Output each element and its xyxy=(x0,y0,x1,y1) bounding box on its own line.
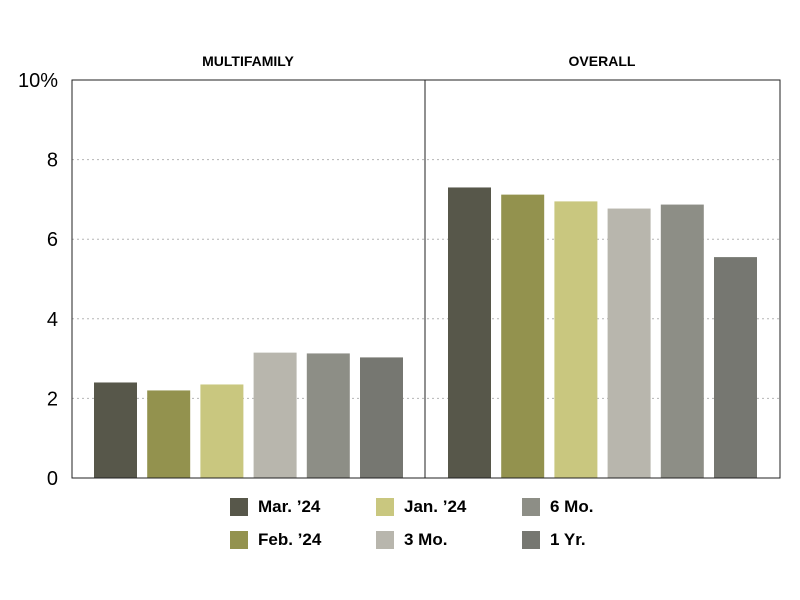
legend-label: Feb. ’24 xyxy=(258,530,322,549)
legend-swatch-jan-24 xyxy=(376,498,394,516)
panel-title-overall: OVERALL xyxy=(569,53,636,69)
bar-multifamily-6-mo xyxy=(306,353,350,478)
legend: Mar. ’24 Feb. ’24 Jan. ’24 3 Mo. 6 Mo. 1… xyxy=(230,496,650,566)
bar-multifamily-feb-24 xyxy=(147,390,191,478)
y-tick-label: 0 xyxy=(47,468,58,490)
bar-multifamily-jan-24 xyxy=(200,384,244,478)
y-tick-label: 6 xyxy=(47,229,58,251)
bar-multifamily-3-mo xyxy=(253,352,297,478)
legend-swatch-3-mo xyxy=(376,531,394,549)
chart-frame xyxy=(71,79,781,479)
legend-item-mar-24: Mar. ’24 xyxy=(230,496,320,518)
plot-border xyxy=(71,79,781,479)
y-tick-label: 4 xyxy=(47,309,58,331)
legend-swatch-6-mo xyxy=(522,498,540,516)
legend-swatch-feb-24 xyxy=(230,531,248,549)
bar-overall-jan-24 xyxy=(554,201,598,478)
bar-overall-1-yr xyxy=(714,257,757,478)
legend-label: 6 Mo. xyxy=(550,497,594,516)
bars xyxy=(94,187,757,478)
legend-item-6-mo: 6 Mo. xyxy=(522,496,593,518)
legend-label: 3 Mo. xyxy=(404,530,448,549)
bar-overall-3-mo xyxy=(607,208,651,478)
legend-label: 1 Yr. xyxy=(550,530,586,549)
legend-item-1-yr: 1 Yr. xyxy=(522,529,586,551)
legend-swatch-mar-24 xyxy=(230,498,248,516)
legend-item-3-mo: 3 Mo. xyxy=(376,529,447,551)
legend-item-jan-24: Jan. ’24 xyxy=(376,496,466,518)
legend-label: Mar. ’24 xyxy=(258,497,321,516)
legend-label: Jan. ’24 xyxy=(404,497,467,516)
bar-overall-6-mo xyxy=(660,204,704,478)
bar-multifamily-1-yr xyxy=(360,357,403,478)
y-axis-ticks: 0 2 4 6 8 10% xyxy=(18,70,58,490)
y-tick-label: 10% xyxy=(18,70,58,92)
y-tick-label: 8 xyxy=(47,150,58,172)
bar-multifamily-mar-24 xyxy=(94,382,137,478)
panel-title-multifamily: MULTIFAMILY xyxy=(202,53,294,69)
legend-swatch-1-yr xyxy=(522,531,540,549)
y-tick-label: 2 xyxy=(47,388,58,410)
bar-overall-feb-24 xyxy=(501,194,545,478)
bar-overall-mar-24 xyxy=(448,187,491,478)
legend-item-feb-24: Feb. ’24 xyxy=(230,529,321,551)
